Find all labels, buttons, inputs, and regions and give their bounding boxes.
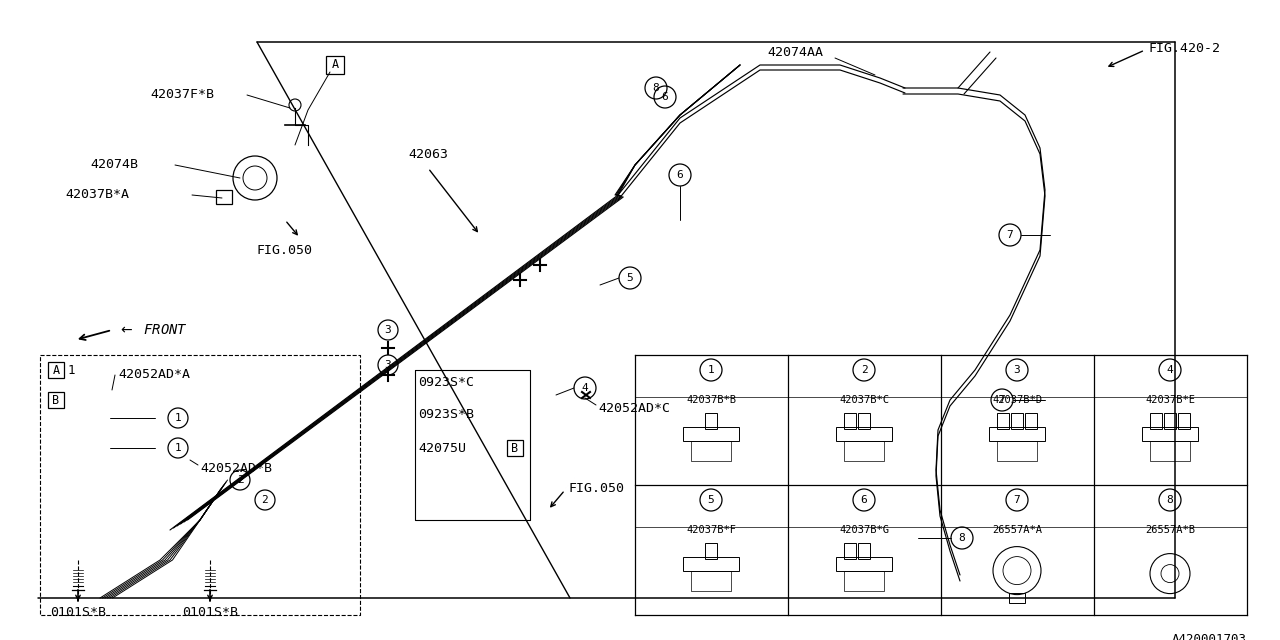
Bar xyxy=(997,413,1009,429)
Text: 42052AD*B: 42052AD*B xyxy=(200,461,273,474)
Text: 0923S*B: 0923S*B xyxy=(419,408,474,422)
Text: 6: 6 xyxy=(677,170,684,180)
Text: A: A xyxy=(332,58,339,72)
Text: 2: 2 xyxy=(261,495,269,505)
Bar xyxy=(49,362,64,378)
Text: 0101S*B: 0101S*B xyxy=(182,605,238,618)
Text: 1: 1 xyxy=(68,364,76,376)
Text: 0923S*C: 0923S*C xyxy=(419,376,474,388)
Text: 1: 1 xyxy=(708,365,714,375)
Bar xyxy=(1149,440,1190,461)
Bar xyxy=(1178,413,1190,429)
Bar xyxy=(844,413,856,429)
Text: 42037B*D: 42037B*D xyxy=(992,395,1042,405)
Text: 1: 1 xyxy=(174,443,182,453)
Text: B: B xyxy=(52,394,60,406)
Text: 2: 2 xyxy=(237,475,243,485)
Text: 42063: 42063 xyxy=(408,148,448,161)
Text: FIG.050: FIG.050 xyxy=(568,481,625,495)
Text: 6: 6 xyxy=(860,495,868,505)
Text: 7: 7 xyxy=(998,395,1005,405)
Bar xyxy=(1025,413,1037,429)
Bar xyxy=(836,427,892,440)
Text: A420001703: A420001703 xyxy=(1172,633,1247,640)
Text: 3: 3 xyxy=(384,325,392,335)
Text: 1: 1 xyxy=(174,413,182,423)
Text: 42074B: 42074B xyxy=(90,159,138,172)
Text: 26557A*B: 26557A*B xyxy=(1146,525,1196,535)
Bar xyxy=(684,427,739,440)
Text: 42074AA: 42074AA xyxy=(767,45,823,58)
Bar xyxy=(844,543,856,559)
Bar xyxy=(1149,413,1162,429)
Text: 42037B*G: 42037B*G xyxy=(838,525,890,535)
Text: A: A xyxy=(52,364,60,376)
Bar xyxy=(216,190,232,204)
Bar xyxy=(1009,593,1025,603)
Text: 42052AD*A: 42052AD*A xyxy=(118,369,189,381)
Text: 42037B*E: 42037B*E xyxy=(1146,395,1196,405)
Bar xyxy=(705,543,717,559)
Text: 42037B*C: 42037B*C xyxy=(838,395,890,405)
Text: FIG.050: FIG.050 xyxy=(257,243,314,257)
Bar xyxy=(326,56,344,74)
Text: 42037B*F: 42037B*F xyxy=(686,525,736,535)
Bar xyxy=(836,557,892,571)
Bar xyxy=(1011,413,1023,429)
Text: FIG.420-2: FIG.420-2 xyxy=(1148,42,1220,54)
Text: 42037F*B: 42037F*B xyxy=(150,88,214,102)
Text: 42037B*B: 42037B*B xyxy=(686,395,736,405)
Bar xyxy=(858,413,870,429)
Bar xyxy=(705,413,717,429)
Bar xyxy=(684,557,739,571)
Bar xyxy=(844,571,884,591)
Bar xyxy=(49,392,64,408)
Text: 8: 8 xyxy=(959,533,965,543)
Text: 0101S*B: 0101S*B xyxy=(50,605,106,618)
Bar xyxy=(858,543,870,559)
Text: 42037B*A: 42037B*A xyxy=(65,189,129,202)
Text: 2: 2 xyxy=(860,365,868,375)
Text: 5: 5 xyxy=(708,495,714,505)
Bar xyxy=(691,440,731,461)
Bar xyxy=(989,427,1044,440)
Text: 8: 8 xyxy=(1166,495,1174,505)
Text: 6: 6 xyxy=(662,92,668,102)
Bar xyxy=(844,440,884,461)
Bar xyxy=(997,440,1037,461)
Bar xyxy=(691,571,731,591)
Text: 42075U: 42075U xyxy=(419,442,466,454)
Text: 3: 3 xyxy=(384,360,392,370)
Bar xyxy=(507,440,524,456)
Text: 7: 7 xyxy=(1014,495,1020,505)
Text: 26557A*A: 26557A*A xyxy=(992,525,1042,535)
Bar xyxy=(1164,413,1176,429)
Text: B: B xyxy=(512,442,518,454)
Text: 3: 3 xyxy=(1014,365,1020,375)
Text: 8: 8 xyxy=(653,83,659,93)
Text: 5: 5 xyxy=(627,273,634,283)
Bar xyxy=(1142,427,1198,440)
Text: $\leftarrow$ FRONT: $\leftarrow$ FRONT xyxy=(118,323,188,337)
Text: 7: 7 xyxy=(1006,230,1014,240)
Text: 4: 4 xyxy=(1166,365,1174,375)
Text: 4: 4 xyxy=(581,383,589,393)
Text: 42052AD*C: 42052AD*C xyxy=(598,401,669,415)
